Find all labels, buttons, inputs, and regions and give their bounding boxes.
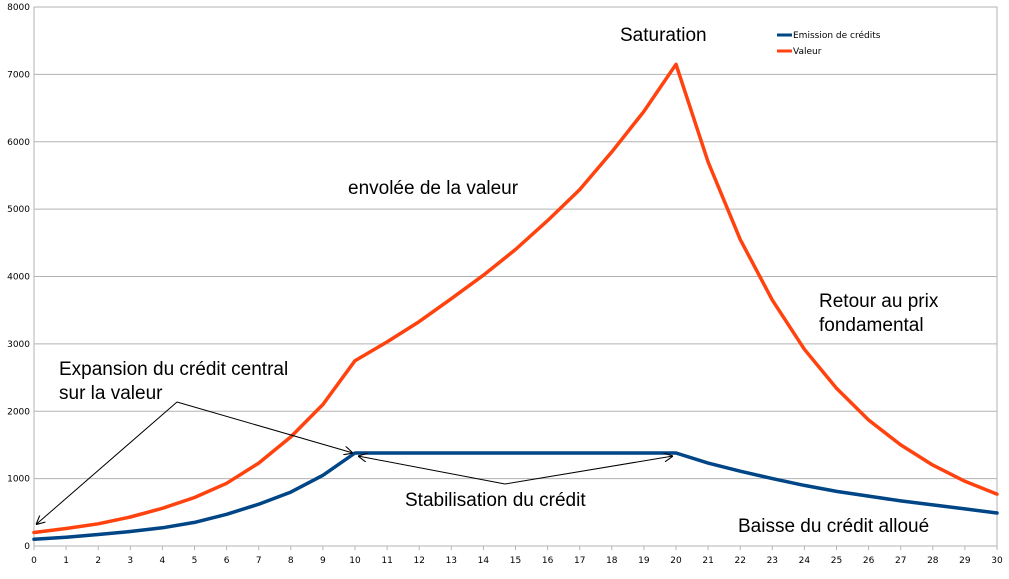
x-tick-label: 8 — [288, 556, 294, 566]
annotation-retour-line2: fondamental — [819, 315, 924, 336]
x-tick-label: 27 — [895, 556, 906, 566]
x-tick-label: 20 — [670, 556, 682, 566]
x-tick-label: 7 — [256, 556, 262, 566]
annotations: Saturation envolée de la valeur Retour a… — [59, 25, 939, 537]
legend: Emission de crédits Valeur — [777, 30, 881, 57]
x-tick-label: 18 — [606, 556, 618, 566]
annotation-envolee: envolée de la valeur — [348, 178, 519, 199]
annotation-stabilisation: Stabilisation du crédit — [405, 490, 586, 511]
series-line-1 — [32, 62, 999, 535]
y-tick-label: 4000 — [7, 273, 30, 283]
x-tick-label: 10 — [349, 556, 361, 566]
x-tick-label: 1 — [63, 556, 69, 566]
gridlines — [33, 6, 998, 547]
x-tick-label: 13 — [446, 556, 457, 566]
x-tick-label: 22 — [734, 556, 745, 566]
y-tick-label: 3000 — [7, 340, 30, 350]
x-tick-label: 23 — [767, 556, 778, 566]
arrow-expansion-to-start — [36, 401, 178, 525]
x-tick-label: 19 — [638, 556, 650, 566]
x-tick-label: 29 — [959, 556, 971, 566]
x-tick-label: 21 — [702, 556, 713, 566]
x-tick-label: 12 — [413, 556, 424, 566]
legend-label-credits: Emission de crédits — [793, 30, 881, 41]
arrow-expansion-to-peak — [176, 401, 353, 453]
x-tick-label: 0 — [31, 556, 37, 566]
x-tick-label: 25 — [831, 556, 842, 566]
x-tick-label: 15 — [510, 556, 521, 566]
y-tick-label: 7000 — [7, 70, 30, 80]
x-tick-label: 6 — [224, 556, 230, 566]
arrow-stabilisation-left — [358, 456, 506, 485]
arrow-stabilisation-right — [504, 456, 673, 485]
x-tick-label: 16 — [542, 556, 554, 566]
y-tick-label: 8000 — [7, 3, 30, 13]
y-tick-label: 1000 — [7, 475, 30, 485]
x-tick-label: 24 — [799, 556, 811, 566]
x-tick-label: 11 — [381, 556, 392, 566]
y-tick-label: 6000 — [7, 138, 30, 148]
x-tick-label: 28 — [927, 556, 939, 566]
series-lines — [32, 62, 999, 542]
annotation-saturation: Saturation — [620, 25, 707, 46]
x-tick-label: 2 — [95, 556, 101, 566]
annotation-arrows — [36, 401, 673, 525]
x-tick-label: 4 — [160, 556, 166, 566]
x-tick-label: 30 — [991, 556, 1003, 566]
annotation-expansion-line2: sur la valeur — [59, 383, 163, 404]
x-tick-label: 3 — [127, 556, 133, 566]
series-line-0 — [32, 451, 999, 542]
x-tick-label: 5 — [192, 556, 198, 566]
x-tick-label: 17 — [574, 556, 585, 566]
y-tick-label: 2000 — [7, 407, 30, 417]
x-tick-label: 14 — [478, 556, 490, 566]
y-tick-label: 5000 — [7, 205, 30, 215]
annotation-expansion-line1: Expansion du crédit central — [59, 359, 288, 380]
annotation-baisse: Baisse du crédit alloué — [738, 516, 929, 537]
legend-label-valeur: Valeur — [793, 47, 822, 57]
x-tick-label: 26 — [863, 556, 875, 566]
annotation-retour-line1: Retour au prix — [819, 291, 939, 312]
x-tick-label: 9 — [320, 556, 326, 566]
y-tick-label: 0 — [24, 542, 30, 552]
